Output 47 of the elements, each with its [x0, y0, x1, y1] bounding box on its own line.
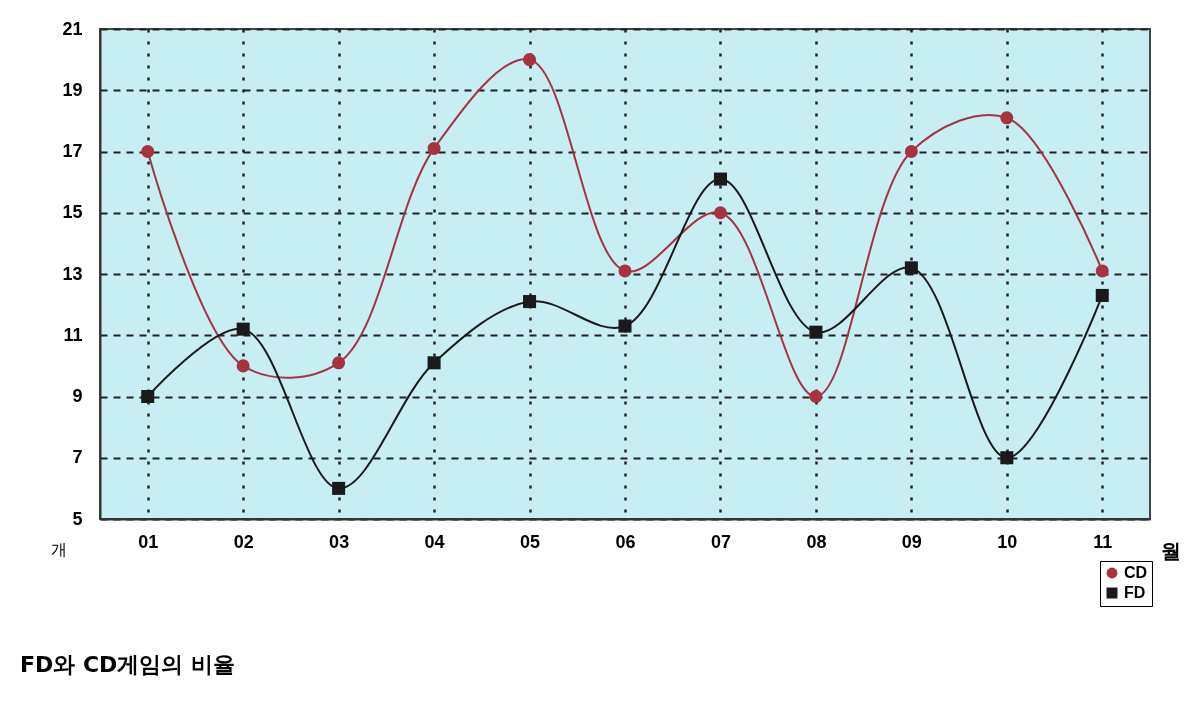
x-tick-label: 04: [424, 531, 445, 552]
point: [1000, 111, 1014, 125]
point: [141, 144, 155, 159]
point: [236, 322, 250, 336]
point: [713, 206, 727, 220]
point: [1095, 264, 1109, 278]
point: [809, 389, 823, 404]
point: [618, 319, 632, 333]
x-tick-label: 01: [138, 531, 159, 552]
y-tick-label: 9: [72, 386, 83, 406]
y-tick-label: 11: [63, 324, 83, 345]
x-tick-label: 11: [1093, 531, 1113, 552]
x-tick-label: 07: [710, 531, 731, 552]
y-tick-label: 15: [62, 202, 83, 223]
point: [236, 359, 250, 373]
point: [427, 356, 441, 370]
point: [427, 141, 441, 155]
x-tick-label: 02: [233, 531, 254, 552]
point: [618, 264, 632, 278]
point: [904, 144, 918, 159]
x-tick-label: 10: [997, 531, 1018, 552]
x-tick-label: 06: [615, 531, 636, 552]
point: [523, 295, 537, 309]
x-tick-label: 03: [329, 531, 350, 552]
point: [713, 172, 727, 186]
legend-label: FD: [1124, 584, 1146, 601]
y-tick-label: 17: [62, 141, 83, 161]
x-tick-label: 05: [520, 531, 541, 552]
x-tick-label: 08: [806, 531, 827, 552]
y-tick-label: 21: [62, 18, 83, 39]
point: [523, 53, 537, 67]
legend-label: CD: [1124, 564, 1148, 581]
text: FD와 CD게임의 비율: [20, 651, 236, 677]
y-tick-label: 13: [62, 263, 83, 284]
point: [904, 261, 918, 275]
point: [1000, 451, 1014, 465]
point: [141, 389, 155, 404]
y-tick-label: 19: [62, 79, 83, 100]
point: [809, 325, 823, 339]
x-tick-label: 09: [901, 531, 922, 552]
point: [332, 481, 346, 495]
y-axis-title: 개: [50, 539, 67, 559]
y-tick-label: 7: [72, 447, 83, 468]
point: [332, 356, 346, 370]
x-axis-title: 월: [1160, 538, 1181, 563]
point: [1095, 288, 1109, 302]
y-tick-label: 5: [72, 508, 83, 529]
